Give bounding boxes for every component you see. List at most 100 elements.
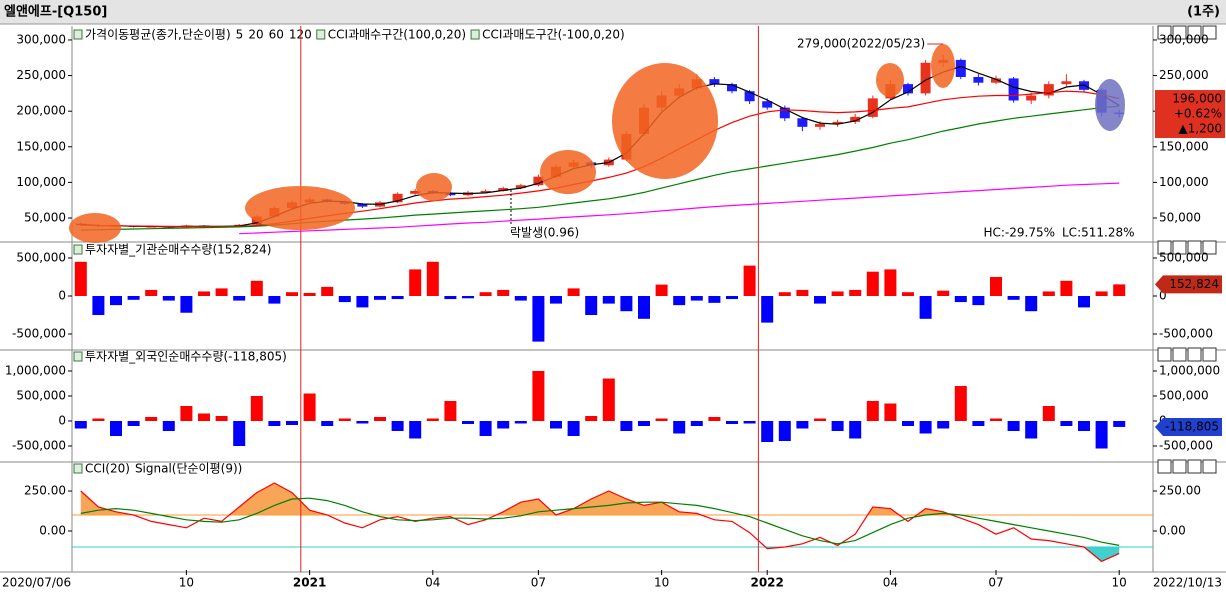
bar [497,421,510,429]
bar [162,296,175,301]
legend-label: CCI(20) [85,462,130,476]
bar [796,289,809,297]
candle-body [480,190,491,193]
y-tick-label: 100,000 [16,175,66,189]
candle-body [850,116,861,122]
bar [550,421,562,429]
bar [303,292,316,297]
bar [356,296,369,308]
legend-label: Signal(단순이평(9)) [135,462,242,476]
overbought-zone [931,44,955,88]
last-value-box [1155,275,1222,294]
bar [902,421,914,426]
bar [567,288,580,297]
bar [620,421,633,431]
bar [268,421,281,426]
legend-label: CCI과매도구간(-100,0,20) [482,28,625,42]
bar [937,421,950,429]
candle-body [410,190,421,194]
x-tick-label: 10 [1112,576,1127,590]
bar [990,418,1002,421]
bar [1025,296,1038,312]
x-start-label: 2020/07/06 [2,576,71,590]
legend-label: 5 [236,28,244,42]
y-tick-label: 250.00 [24,484,66,498]
y-tick-label: 500,000 [1159,389,1209,403]
y-tick-label: 250.00 [1159,484,1201,498]
legend-icon [73,29,83,40]
x-end-label: 2022/10/13 [1153,576,1222,590]
y-tick-label: 150,000 [1159,139,1209,153]
bar [409,269,422,297]
moving-average [239,182,1120,235]
bar [409,421,422,439]
bar [954,296,967,303]
price-diff: ▲1,200 [1178,122,1222,136]
bar [321,286,334,297]
window-button [1157,240,1172,255]
overbought-zone [69,213,121,243]
legend-label: 투자자별_외국인순매수수량(-118,805) [85,350,287,364]
candle-body [1026,95,1037,101]
y-tick-label: 1,000,000 [5,364,66,378]
bar [1095,291,1108,297]
y-tick-label: -500,000 [1159,439,1213,453]
bar [638,296,650,319]
bar [866,271,879,297]
bar [1078,296,1090,308]
legend-label: 20 [248,28,263,42]
moving-average [80,105,1120,231]
window-title: 엘앤에프-[Q150] [4,4,107,20]
bar [673,296,686,306]
x-tick-label: 10 [654,576,669,590]
bar [972,421,985,426]
candle-body [744,91,755,102]
candle-body [727,84,737,92]
bar [391,421,404,431]
bar [743,265,756,297]
bar [145,417,158,421]
bar [110,421,122,436]
bar [1025,421,1038,439]
window-button [1202,240,1217,255]
overbought-zone [416,173,452,201]
bar [708,417,721,421]
annotation: 279,000(2022/05/23) [797,37,925,51]
bar [92,296,105,316]
y-tick-label: 0.00 [39,523,66,537]
y-tick-label: 50,000 [24,210,66,224]
legend-label: 60 [269,28,284,42]
line [80,497,1120,546]
bar [972,296,985,306]
bar [479,421,492,436]
bar [620,296,633,312]
oversold-zone [1095,79,1125,131]
x-tick-label: 04 [883,576,898,590]
bar [1007,421,1020,431]
candle-body [1008,78,1019,101]
bar [1042,406,1055,421]
last-value-label: -118,805 [1165,419,1219,433]
bar [532,296,545,342]
x-tick-label: 2021 [293,576,326,590]
window-button [1157,25,1172,40]
bar [127,296,140,300]
candle-body [815,123,825,127]
bar [426,418,439,421]
candle-body [146,226,157,228]
candle-body [709,79,720,85]
window-button [1172,459,1187,474]
y-tick-label: 0 [58,289,66,303]
legend-icon [73,244,83,255]
candle-body [445,193,456,196]
bar [532,371,545,421]
bar [250,396,263,421]
bar [514,421,527,424]
candle-body [533,176,544,186]
bar [286,292,298,297]
title-bar [0,0,1226,24]
bar [338,296,351,303]
candle-body [1043,84,1054,96]
y-tick-label: 500,000 [16,250,66,264]
